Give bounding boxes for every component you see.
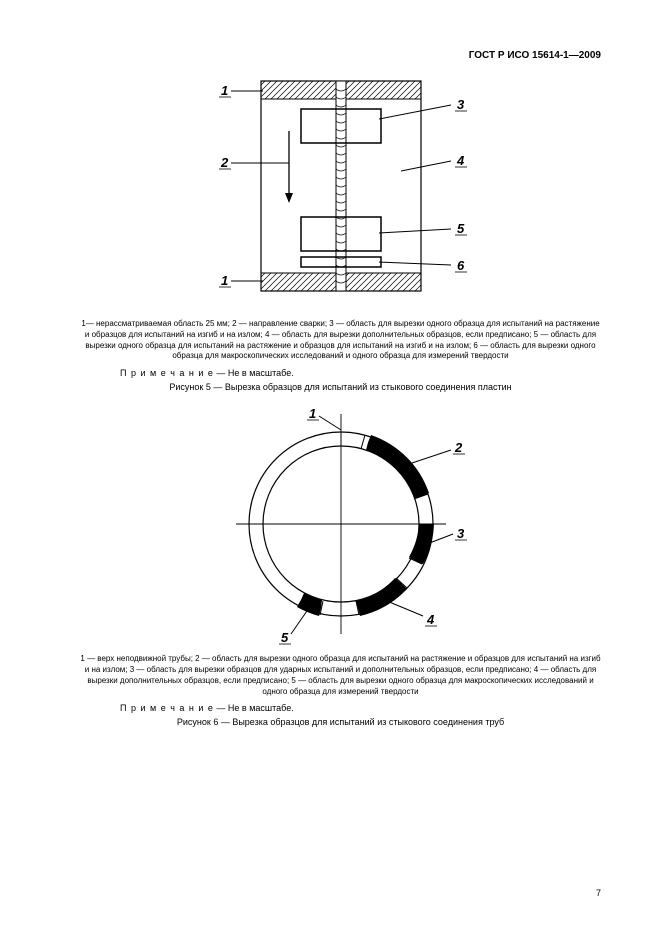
callout-p4: 4 xyxy=(426,612,435,627)
note-label-6: П р и м е ч а н и е xyxy=(120,703,214,713)
figure-6-note: П р и м е ч а н и е — Не в масштабе. xyxy=(120,703,601,713)
figure-6-legend: 1 — верх неподвижной трубы; 2 — область … xyxy=(80,654,601,697)
figure-5-diagram: 1 2 3 4 5 6 1 xyxy=(191,71,491,311)
callout-1b: 1 xyxy=(221,273,228,288)
callout-p5: 5 xyxy=(281,630,289,645)
weld-seam xyxy=(336,81,346,291)
note-text: — Не в масштабе. xyxy=(214,368,294,378)
figure-6-diagram: 1 2 3 4 5 xyxy=(191,406,491,646)
figure-5-note: П р и м е ч а н и е — Не в масштабе. xyxy=(120,368,601,378)
figure-5-block: 1 2 3 4 5 6 1 1— нерассматриваемая облас… xyxy=(80,71,601,392)
callout-2: 2 xyxy=(220,155,229,170)
note-label: П р и м е ч а н и е xyxy=(120,368,214,378)
callout-4: 4 xyxy=(456,153,465,168)
callout-1a: 1 xyxy=(221,83,228,98)
figure-6-block: 1 2 3 4 5 1 — верх неподвижной трубы; 2 … xyxy=(80,406,601,727)
figure-6-caption: Рисунок 6 — Вырезка образцов для испытан… xyxy=(80,717,601,727)
callout-p2: 2 xyxy=(454,440,463,455)
document-header: ГОСТ Р ИСО 15614-1—2009 xyxy=(80,50,601,61)
callout-3: 3 xyxy=(457,97,465,112)
note-text-6: — Не в масштабе. xyxy=(214,703,294,713)
page-number: 7 xyxy=(596,888,601,898)
callout-p3: 3 xyxy=(457,526,465,541)
figure-5-legend: 1— нерассматриваемая область 25 мм; 2 — … xyxy=(80,319,601,362)
callout-6: 6 xyxy=(457,258,465,273)
callout-p1: 1 xyxy=(309,406,316,421)
figure-5-caption: Рисунок 5 — Вырезка образцов для испытан… xyxy=(80,382,601,392)
callout-5: 5 xyxy=(457,221,465,236)
document-page: ГОСТ Р ИСО 15614-1—2009 xyxy=(0,0,661,936)
